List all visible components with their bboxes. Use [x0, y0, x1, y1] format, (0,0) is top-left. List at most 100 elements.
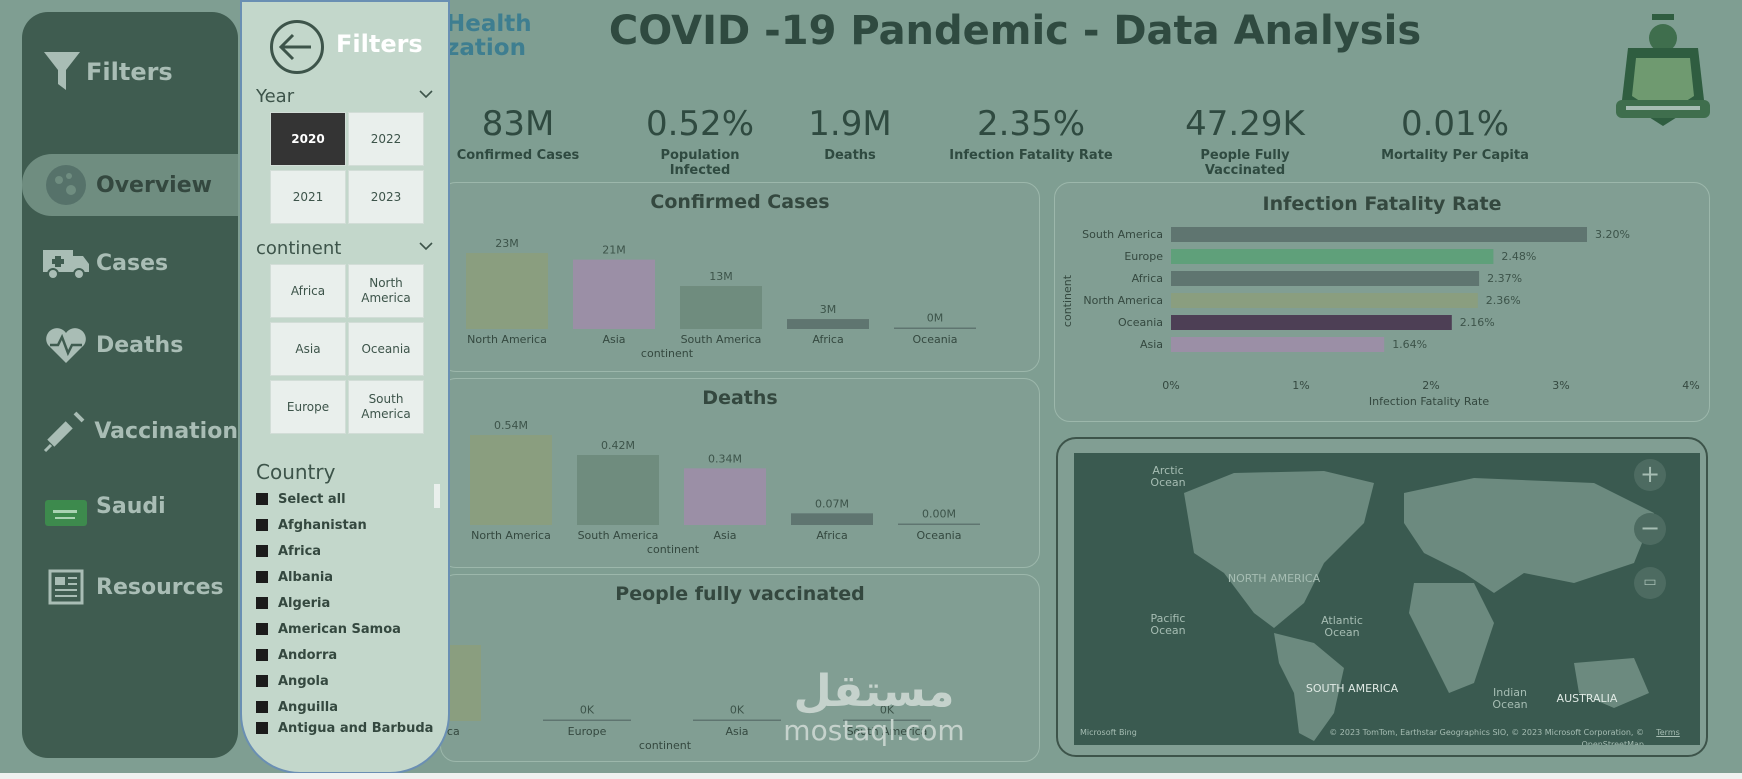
- x-tick-label: Europe: [568, 725, 607, 738]
- nav-item-label: Cases: [96, 250, 169, 276]
- country-item[interactable]: Anguilla: [256, 694, 338, 720]
- zoom-in-button[interactable]: +: [1634, 459, 1666, 491]
- nav-item-saudi[interactable]: Saudi: [22, 482, 238, 544]
- nav-item-overview[interactable]: Overview: [22, 154, 238, 216]
- confirmed-cases-chart[interactable]: 23M North America 21M Asia 13M South America 3…: [441, 183, 1041, 373]
- country-item[interactable]: Algeria: [256, 590, 330, 616]
- chart-title: People fully vaccinated: [615, 583, 865, 605]
- country-item[interactable]: Africa: [256, 538, 321, 564]
- kpi-value: 2.35%: [976, 104, 1085, 144]
- year-tile-2020[interactable]: 2020: [270, 112, 346, 166]
- nav-item-cases[interactable]: Cases: [22, 232, 238, 294]
- x-tick-label: Oceania: [913, 333, 958, 346]
- checkbox[interactable]: [256, 519, 268, 531]
- country-list-scrollbar[interactable]: [434, 484, 440, 508]
- chevron-down-icon[interactable]: [418, 86, 434, 102]
- map-label-atlantic: Atlantic Ocean: [1321, 614, 1363, 639]
- kpi-label: People Fully Vaccinated: [1200, 148, 1290, 178]
- country-item[interactable]: Antigua and Barbuda: [256, 720, 433, 736]
- data-label: 0.42M: [601, 439, 635, 452]
- funnel-icon: [44, 52, 80, 90]
- x-tick-label: North America: [467, 333, 547, 346]
- world-map[interactable]: Arctic Ocean NORTH AMERICA Pacific Ocean…: [1074, 453, 1700, 745]
- data-label: 21M: [602, 244, 626, 257]
- nav-filters-header[interactable]: Filters: [42, 42, 173, 102]
- checkbox[interactable]: [256, 545, 268, 557]
- map-label-australia: AUSTRALIA: [1556, 692, 1618, 705]
- bar: [543, 719, 631, 721]
- bar: [680, 286, 762, 329]
- terms-link[interactable]: Terms: [1656, 728, 1680, 737]
- bar: [1171, 293, 1478, 308]
- y-tick-label: South America: [1082, 228, 1163, 241]
- country-name: Select all: [278, 491, 346, 507]
- checkbox[interactable]: [256, 701, 268, 713]
- checkbox[interactable]: [256, 675, 268, 687]
- zoom-out-button[interactable]: −: [1634, 513, 1666, 545]
- year-tile-2022[interactable]: 2022: [348, 112, 424, 166]
- kpi-value: 1.9M: [808, 104, 892, 144]
- kpi-people-fully-vaccinated: 47.29K People Fully Vaccinated: [1160, 104, 1330, 178]
- country-item[interactable]: Angola: [256, 668, 329, 694]
- checkbox[interactable]: [256, 722, 268, 734]
- continent-tile-south-america[interactable]: South America: [348, 380, 424, 434]
- country-item[interactable]: American Samoa: [256, 616, 401, 642]
- data-label: 0M: [927, 312, 944, 325]
- y-tick-label: Asia: [1140, 338, 1163, 351]
- ambulance-icon: [43, 250, 89, 280]
- country-name: Antigua and Barbuda: [278, 720, 434, 736]
- map-label-pacific: Pacific Ocean: [1150, 612, 1186, 637]
- checkbox[interactable]: [256, 623, 268, 635]
- infection-fatality-rate-chart[interactable]: South America 3.20% Europe 2.48% Africa 2.37%…: [1055, 183, 1711, 423]
- nav-item-label: Vaccination: [94, 418, 238, 444]
- bar: [684, 468, 766, 525]
- continent-label: continent: [256, 238, 342, 259]
- checkbox[interactable]: [256, 493, 268, 505]
- kpi-population-infected: 0.52% Population Infected: [630, 104, 770, 178]
- year-tile-2021[interactable]: 2021: [270, 170, 346, 224]
- back-button[interactable]: [270, 20, 324, 74]
- year-tile-2023[interactable]: 2023: [348, 170, 424, 224]
- checkbox[interactable]: [256, 571, 268, 583]
- nav-item-deaths[interactable]: Deaths: [22, 314, 238, 376]
- nav-item-resources[interactable]: Resources: [22, 556, 238, 618]
- country-name: American Samoa: [278, 621, 401, 637]
- bar: [573, 259, 655, 329]
- bar: [470, 435, 552, 525]
- checkbox[interactable]: [256, 649, 268, 661]
- checkbox[interactable]: [256, 597, 268, 609]
- kpi-label: Confirmed Cases: [456, 148, 580, 163]
- data-label: 0.07M: [815, 497, 849, 510]
- continent-tile-oceania[interactable]: Oceania: [348, 322, 424, 376]
- continent-tile-africa[interactable]: Africa: [270, 264, 346, 318]
- nav-item-vaccination[interactable]: Vaccination: [22, 400, 238, 462]
- map-label-south-america: SOUTH AMERICA: [1305, 682, 1399, 695]
- map-attribution: © 2023 TomTom, Earthstar Geographics SIO…: [1329, 728, 1644, 745]
- country-item[interactable]: Afghanistan: [256, 512, 367, 538]
- x-tick-label: Asia: [725, 725, 748, 738]
- data-label: 3.20%: [1595, 228, 1630, 241]
- bar: [693, 719, 781, 721]
- country-item[interactable]: Select all: [256, 486, 346, 512]
- infection-fatality-rate-panel: Infection Fatality Rate South America 3.2…: [1054, 182, 1710, 422]
- continent-tile-north-america[interactable]: North America: [348, 264, 424, 318]
- data-label: 2.36%: [1486, 294, 1521, 307]
- country-item[interactable]: Albania: [256, 564, 333, 590]
- confirmed-cases-panel: Confirmed Cases 23M North America 21M Asia 1…: [440, 182, 1040, 372]
- continent-tile-asia[interactable]: Asia: [270, 322, 346, 376]
- data-label: 0K: [880, 704, 895, 717]
- y-tick-label: North America: [1083, 294, 1163, 307]
- watermark-url: mostaql.com: [783, 714, 965, 747]
- chevron-down-icon[interactable]: [418, 238, 434, 254]
- continent-tile-europe[interactable]: Europe: [270, 380, 346, 434]
- country-item[interactable]: Andorra: [256, 642, 337, 668]
- x-tick-label: 1%: [1292, 379, 1309, 392]
- logo-line-2: zation: [446, 35, 526, 61]
- x-tick-label: Africa: [816, 529, 847, 542]
- select-tool-button[interactable]: ▭: [1634, 567, 1666, 599]
- bar: [1171, 227, 1587, 242]
- x-axis-label: continent: [647, 543, 700, 556]
- kpi-value: 47.29K: [1185, 104, 1305, 144]
- deaths-chart[interactable]: 0.54M North America 0.42M South America 0.34…: [441, 379, 1041, 569]
- x-axis-label: Infection Fatality Rate: [1369, 395, 1489, 408]
